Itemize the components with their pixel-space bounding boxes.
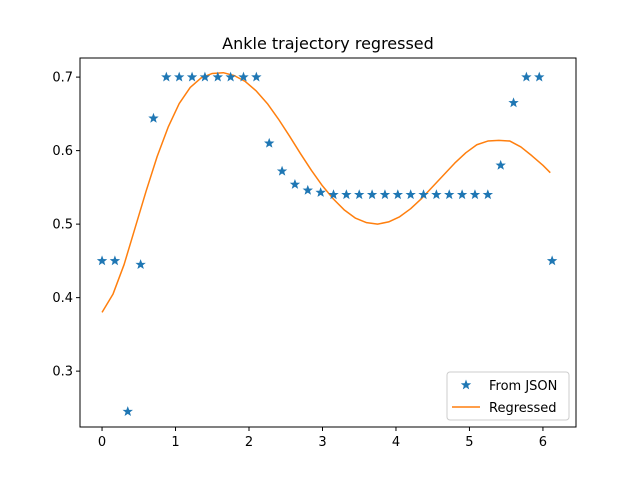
data-point xyxy=(431,189,442,200)
legend-box xyxy=(446,371,570,421)
data-point xyxy=(469,189,481,200)
legend-label-from-json: From JSON xyxy=(489,379,557,394)
y-tick-label: 0.3 xyxy=(52,365,73,380)
x-tick-label: 2 xyxy=(245,435,253,450)
data-point xyxy=(212,71,223,82)
legend: From JSON Regressed xyxy=(446,371,570,421)
data-point xyxy=(456,189,468,200)
data-point xyxy=(495,159,506,170)
data-point xyxy=(534,71,545,82)
data-point xyxy=(366,189,378,200)
x-tick-label: 6 xyxy=(539,435,547,450)
data-point xyxy=(109,255,121,266)
chart-title: Ankle trajectory regressed xyxy=(222,34,434,53)
data-point xyxy=(238,71,249,82)
x-tick-label: 3 xyxy=(318,435,326,450)
data-point xyxy=(328,189,339,200)
data-point xyxy=(289,178,301,189)
x-tick-label: 5 xyxy=(465,435,473,450)
data-point xyxy=(418,189,429,200)
legend-label-regressed: Regressed xyxy=(489,401,557,416)
y-tick-label: 0.4 xyxy=(52,291,73,306)
data-point xyxy=(148,112,159,123)
y-tick-label: 0.7 xyxy=(52,71,73,86)
data-point xyxy=(135,259,146,269)
data-point xyxy=(302,184,313,195)
data-point xyxy=(186,71,198,82)
data-point xyxy=(174,71,185,82)
data-point xyxy=(276,165,288,176)
data-point xyxy=(341,189,352,200)
data-point xyxy=(251,71,262,82)
x-tick-label: 0 xyxy=(98,435,106,450)
plot-frame xyxy=(79,57,577,428)
y-tick-label: 0.5 xyxy=(52,218,73,233)
data-point xyxy=(199,71,211,82)
data-point xyxy=(405,189,416,200)
data-point xyxy=(444,189,455,200)
data-point xyxy=(521,71,532,82)
data-point xyxy=(122,406,133,416)
data-point xyxy=(546,255,558,266)
data-point xyxy=(482,189,494,200)
legend-marker-from-json xyxy=(460,379,472,390)
data-point xyxy=(96,255,108,266)
plot-content xyxy=(96,71,558,416)
legend-star-icon xyxy=(460,379,472,390)
data-point xyxy=(315,187,326,197)
plot-area xyxy=(80,58,576,427)
data-point xyxy=(225,71,236,82)
data-point xyxy=(508,97,519,108)
y-tick-label: 0.6 xyxy=(52,144,73,159)
data-point xyxy=(392,189,403,200)
data-point xyxy=(161,71,172,82)
data-point xyxy=(354,189,365,200)
data-point xyxy=(379,189,391,200)
regressed-line xyxy=(101,71,551,313)
y-axis: 0.3 0.4 0.5 0.6 0.7 xyxy=(52,71,80,380)
x-tick-label: 4 xyxy=(392,435,400,450)
x-tick-label: 1 xyxy=(171,435,179,450)
x-axis: 0 1 2 3 4 5 6 xyxy=(98,427,547,450)
data-point xyxy=(264,137,275,148)
